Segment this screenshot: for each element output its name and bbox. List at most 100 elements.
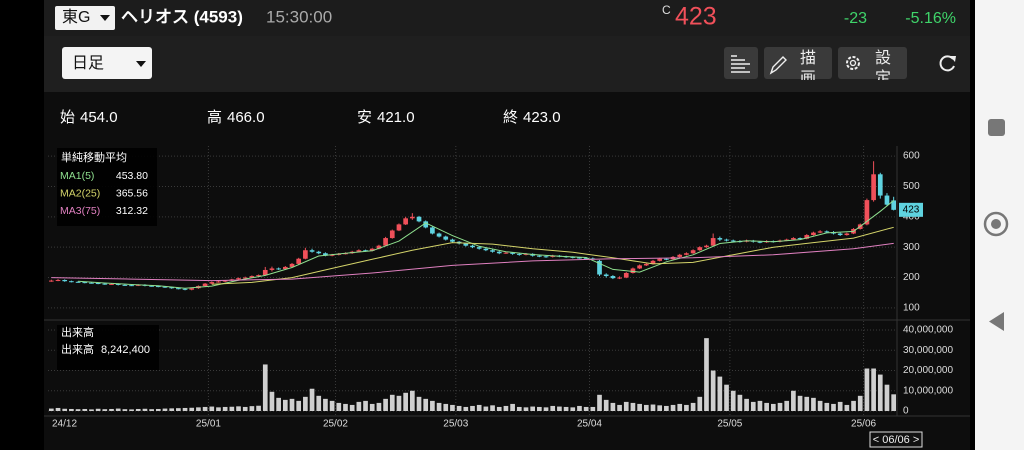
volume-bar (851, 400, 856, 411)
volume-legend-box (57, 325, 159, 370)
volume-bar (176, 408, 181, 411)
volume-bar (877, 374, 883, 411)
candle-body (543, 256, 549, 258)
ma-legend-value: 453.80 (116, 170, 148, 182)
pencil-icon (769, 56, 787, 75)
last-price-tag (899, 202, 923, 217)
volume-bar (630, 402, 636, 411)
candle-body (690, 250, 696, 254)
volume-bar (503, 405, 509, 411)
volume-bar (316, 395, 322, 411)
candle-body (303, 250, 308, 259)
candle-body (844, 233, 850, 236)
candle-body (877, 174, 883, 196)
candle-body (309, 250, 315, 252)
ma-line (211, 226, 894, 285)
volume-bar (550, 405, 556, 411)
candle-body (436, 233, 442, 237)
summary-value: 466.0 (227, 109, 265, 126)
volume-bar (657, 405, 663, 411)
volume-bar (831, 403, 836, 411)
y-tick-label: 500 (903, 181, 920, 192)
candle-body (369, 248, 375, 251)
volume-bar (777, 402, 783, 411)
indicator-button[interactable] (724, 47, 758, 79)
summary-label: 始 (60, 109, 75, 126)
volume-bar (537, 406, 542, 411)
volume-bar (670, 404, 676, 411)
volume-bar (744, 398, 749, 411)
candle-body (724, 239, 729, 241)
draw-button[interactable] (764, 47, 832, 79)
ma-legend-value: 312.32 (116, 205, 148, 217)
date-indicator[interactable] (869, 431, 923, 448)
volume-bar (650, 404, 656, 411)
chart-panel (44, 92, 970, 450)
candle-body (69, 281, 74, 283)
volume-bar (764, 402, 769, 411)
candle-body (135, 284, 141, 286)
volume-bar (543, 407, 549, 411)
ma-legend-title: 単純移動平均 (61, 150, 127, 164)
ma-legend-box (57, 148, 157, 226)
candle-body (717, 238, 723, 240)
volume-bar (677, 403, 683, 411)
candle-body (109, 283, 114, 285)
y-tick-label: 100 (903, 303, 920, 314)
volume-bar (75, 409, 81, 411)
candle-body (516, 253, 522, 255)
volume-bar (470, 405, 475, 411)
period-select[interactable] (62, 47, 152, 79)
price-flag: C (662, 3, 671, 17)
candle-body (289, 263, 295, 267)
market: 東G (62, 8, 90, 26)
ma-line (51, 242, 894, 282)
candle-body (817, 231, 823, 233)
x-tick-label: 25/02 (323, 419, 348, 430)
market-select[interactable] (55, 6, 115, 30)
candle-body (664, 258, 669, 260)
y-tick-label: 30,000,000 (903, 345, 953, 356)
volume-bar (129, 409, 134, 411)
volume-bar (476, 404, 482, 411)
y-tick-label: 200 (903, 272, 920, 283)
candle-body (704, 245, 709, 248)
volume-bar (102, 409, 108, 411)
time: 15:30:00 (266, 7, 332, 26)
volume-bar (343, 403, 348, 411)
recent-button[interactable] (988, 119, 1005, 136)
x-tick-label: 25/06 (851, 419, 876, 430)
candle-body (510, 252, 515, 254)
volume-bar (710, 370, 716, 411)
volume-bar (456, 405, 462, 411)
volume-bar (349, 404, 355, 411)
y-tick-label: 600 (903, 151, 920, 162)
header-bar (44, 0, 970, 36)
candle-body (75, 281, 81, 283)
volume-bar (162, 408, 168, 411)
volume-bar (617, 404, 622, 411)
volume-bar (303, 396, 308, 411)
volume-bar (396, 395, 402, 411)
volume-bar (784, 400, 790, 411)
volume-bar (864, 368, 870, 411)
volume-bar (423, 398, 429, 411)
candle-body (202, 283, 208, 287)
refresh-icon[interactable] (939, 55, 955, 72)
volume-bar (597, 394, 602, 411)
home-button[interactable] (983, 211, 1009, 237)
candle-body (256, 275, 261, 277)
back-button[interactable] (989, 312, 1004, 331)
candle-body (122, 284, 128, 286)
volume-bar (443, 403, 449, 411)
volume-bar (791, 390, 796, 411)
volume-bar (583, 406, 589, 411)
home-button-dot (991, 219, 1001, 229)
candle-body (523, 253, 529, 255)
volume-bar (684, 404, 689, 411)
x-tick-label: 25/03 (443, 419, 468, 430)
volume-bar (323, 398, 328, 411)
x-tick-label: 25/04 (577, 419, 602, 430)
settings-button[interactable] (838, 47, 907, 79)
